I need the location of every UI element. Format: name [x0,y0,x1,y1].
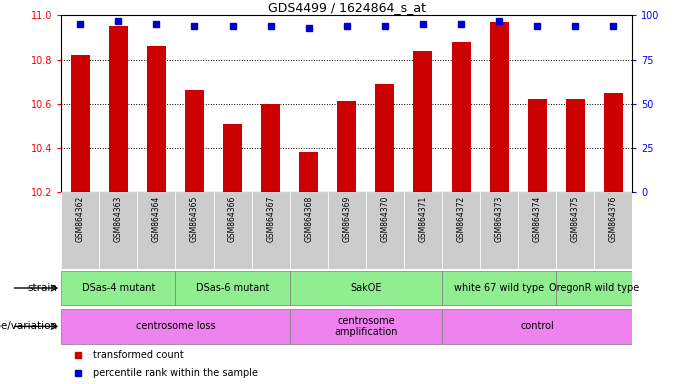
Text: strain: strain [28,283,58,293]
FancyBboxPatch shape [480,192,518,269]
Bar [185,90,204,192]
FancyBboxPatch shape [290,192,328,269]
FancyBboxPatch shape [442,192,480,269]
Bar [490,22,509,192]
Text: control: control [520,321,554,331]
FancyBboxPatch shape [99,192,137,269]
FancyBboxPatch shape [175,192,214,269]
Bar [109,26,128,192]
Bar [147,46,166,192]
FancyBboxPatch shape [61,271,175,305]
Bar [566,99,585,192]
Bar [223,124,242,192]
Text: centrosome
amplification: centrosome amplification [334,316,398,337]
Bar [452,42,471,192]
Bar [299,152,318,192]
Text: centrosome loss: centrosome loss [135,321,216,331]
Bar [413,51,432,192]
FancyBboxPatch shape [366,192,404,269]
Text: transformed count: transformed count [92,350,184,360]
Text: GSM864365: GSM864365 [190,196,199,242]
FancyBboxPatch shape [214,192,252,269]
FancyBboxPatch shape [328,192,366,269]
FancyBboxPatch shape [556,192,594,269]
Bar [71,55,90,192]
Text: GSM864369: GSM864369 [342,196,352,242]
FancyBboxPatch shape [290,309,442,344]
Title: GDS4499 / 1624864_s_at: GDS4499 / 1624864_s_at [268,1,426,14]
Text: GSM864366: GSM864366 [228,196,237,242]
Text: GSM864376: GSM864376 [609,196,618,242]
FancyBboxPatch shape [442,271,556,305]
FancyBboxPatch shape [137,192,175,269]
Text: GSM864362: GSM864362 [75,196,85,242]
FancyBboxPatch shape [594,192,632,269]
Text: white 67 wild type: white 67 wild type [454,283,544,293]
FancyBboxPatch shape [404,192,442,269]
Text: GSM864364: GSM864364 [152,196,161,242]
Text: GSM864371: GSM864371 [418,196,428,242]
Text: DSas-4 mutant: DSas-4 mutant [82,283,155,293]
Text: GSM864375: GSM864375 [571,196,580,242]
FancyBboxPatch shape [556,271,632,305]
Bar [261,104,280,192]
Bar [375,84,394,192]
Text: GSM864363: GSM864363 [114,196,123,242]
Bar [604,93,623,192]
Text: SakOE: SakOE [350,283,381,293]
Text: GSM864374: GSM864374 [532,196,542,242]
Text: GSM864370: GSM864370 [380,196,390,242]
FancyBboxPatch shape [61,192,99,269]
FancyBboxPatch shape [252,192,290,269]
Bar [337,101,356,192]
Text: GSM864372: GSM864372 [456,196,466,242]
Text: GSM864367: GSM864367 [266,196,275,242]
FancyBboxPatch shape [175,271,290,305]
Text: OregonR wild type: OregonR wild type [549,283,639,293]
FancyBboxPatch shape [518,192,556,269]
Text: genotype/variation: genotype/variation [0,321,58,331]
Text: GSM864368: GSM864368 [304,196,313,242]
Text: DSas-6 mutant: DSas-6 mutant [196,283,269,293]
FancyBboxPatch shape [290,271,442,305]
FancyBboxPatch shape [61,309,290,344]
Text: percentile rank within the sample: percentile rank within the sample [92,367,258,377]
Text: GSM864373: GSM864373 [494,196,504,242]
Bar [528,99,547,192]
FancyBboxPatch shape [442,309,632,344]
